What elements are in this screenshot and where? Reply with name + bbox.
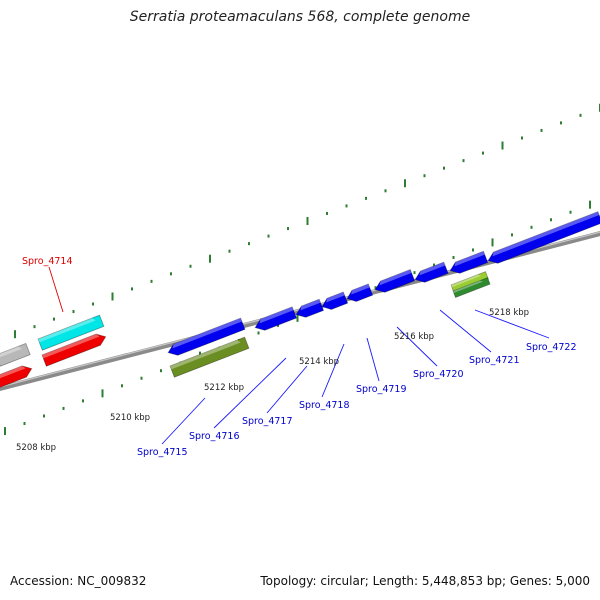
gene-features bbox=[0, 211, 600, 388]
gene-label[interactable]: Spro_4718 bbox=[299, 400, 350, 411]
kbp-label: 5218 kbp bbox=[489, 308, 529, 318]
red-gene bbox=[0, 365, 33, 388]
blue-gene-4720 bbox=[374, 269, 416, 293]
leader-line bbox=[213, 357, 287, 429]
kbp-label: 5216 kbp bbox=[394, 332, 434, 342]
label-leaders bbox=[48, 266, 550, 445]
red-gene-2 bbox=[41, 333, 107, 367]
leader-line bbox=[366, 337, 380, 382]
gene-label[interactable]: Spro_4717 bbox=[242, 416, 293, 427]
gene-label[interactable]: Spro_4721 bbox=[469, 355, 520, 366]
kbp-label: 5212 kbp bbox=[204, 383, 244, 393]
gene-label[interactable]: Spro_4715 bbox=[137, 447, 188, 458]
blue-gene-4719 bbox=[346, 283, 374, 302]
leader-line bbox=[48, 266, 64, 313]
blue-gene-4722 bbox=[449, 250, 489, 274]
blue-gene-4721 bbox=[414, 261, 449, 283]
lightgreen-gene bbox=[450, 271, 489, 293]
cyan-gene bbox=[37, 314, 105, 351]
accession-label: Accession: NC_009832 bbox=[10, 574, 147, 588]
kbp-label: 5214 kbp bbox=[299, 357, 339, 367]
gene-label[interactable]: Spro_4714 bbox=[22, 256, 73, 267]
leader-line bbox=[474, 309, 550, 339]
gene-label[interactable]: Spro_4716 bbox=[189, 431, 240, 442]
leader-line bbox=[266, 365, 308, 414]
labels: 5208 kbp 5210 kbp 5212 kbp 5214 kbp 5216 kbp… bbox=[16, 256, 577, 458]
genome-summary: Topology: circular; Length: 5,448,853 bp… bbox=[260, 574, 590, 588]
blue-gene-4718 bbox=[321, 291, 349, 310]
kbp-label: 5208 kbp bbox=[16, 443, 56, 453]
blue-gene-4717 bbox=[295, 298, 325, 318]
blue-gene-4716 bbox=[254, 306, 298, 331]
tick-marks bbox=[4, 103, 600, 436]
olive-gene bbox=[169, 336, 250, 378]
gray-gene bbox=[0, 342, 31, 367]
leader-line bbox=[321, 343, 345, 398]
blue-gene-4715 bbox=[167, 317, 246, 356]
gene-label[interactable]: Spro_4722 bbox=[526, 342, 577, 353]
kbp-label: 5210 kbp bbox=[110, 413, 150, 423]
page-title: Serratia proteamaculans 568, complete ge… bbox=[129, 9, 471, 25]
gene-label[interactable]: Spro_4719 bbox=[356, 384, 407, 395]
blue-gene-long bbox=[487, 211, 600, 264]
green-gene bbox=[452, 277, 491, 299]
leader-line bbox=[161, 397, 206, 445]
leader-line bbox=[439, 309, 492, 353]
gene-label[interactable]: Spro_4720 bbox=[413, 369, 464, 380]
leader-line bbox=[396, 326, 438, 367]
